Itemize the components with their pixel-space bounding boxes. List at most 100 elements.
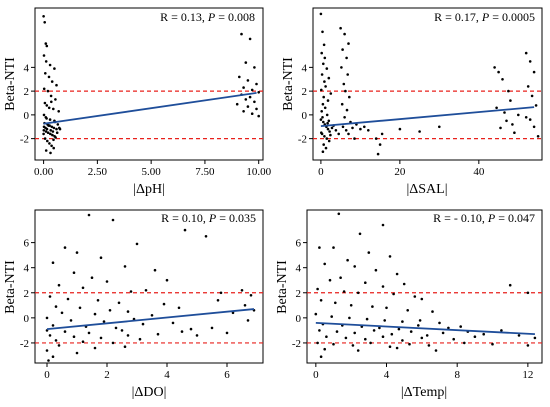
data-point — [342, 290, 346, 293]
data-point — [162, 302, 166, 306]
data-point — [57, 283, 61, 287]
data-point — [371, 305, 374, 308]
data-point — [319, 355, 323, 359]
data-point — [111, 341, 115, 345]
data-point — [330, 315, 334, 318]
data-point — [376, 152, 380, 156]
data-point — [54, 136, 57, 139]
x-tick-label: 0 — [318, 166, 324, 178]
data-point — [353, 331, 357, 335]
data-point — [111, 218, 115, 222]
data-point — [47, 359, 50, 362]
panel-delta-ph: 0.00 2.50 5.00 7.50 10.00 -2 0 2 4 R = 0.13, P =… — [3, 7, 272, 197]
data-point — [50, 80, 54, 83]
data-point — [50, 144, 53, 148]
data-point — [509, 99, 512, 102]
y-axis-label: Beta-NTI — [275, 260, 290, 314]
data-point — [250, 112, 254, 115]
data-point — [189, 327, 193, 331]
data-point — [138, 337, 142, 341]
data-point — [378, 143, 382, 146]
data-point — [363, 125, 366, 129]
data-point — [337, 212, 341, 216]
y-tick-label: -2 — [298, 134, 307, 146]
y-tick-label: 4 — [24, 62, 30, 74]
y-axis-label: Beta-NTI — [281, 57, 296, 111]
data-point — [322, 95, 326, 99]
data-point — [501, 78, 504, 81]
data-point — [390, 332, 394, 336]
data-point — [52, 146, 55, 150]
data-point — [93, 346, 97, 350]
data-point — [52, 126, 56, 130]
data-point — [240, 32, 243, 36]
data-point — [495, 106, 498, 110]
data-point — [45, 349, 49, 352]
data-point — [346, 258, 349, 262]
data-point — [210, 326, 214, 330]
data-point — [511, 123, 514, 126]
data-point — [344, 129, 348, 132]
data-point — [316, 341, 319, 345]
data-point — [409, 330, 413, 333]
regression-line-segment — [320, 106, 535, 128]
data-point — [395, 272, 399, 276]
data-point — [235, 102, 239, 106]
data-point — [330, 126, 334, 130]
data-point — [532, 70, 536, 74]
data-point — [530, 94, 534, 98]
regression-line-segment — [315, 321, 535, 336]
regression-line — [320, 106, 535, 128]
regression-line-segment — [43, 92, 257, 125]
data-point — [141, 322, 145, 326]
data-point — [406, 309, 410, 312]
data-point — [388, 255, 392, 258]
data-point — [99, 256, 103, 260]
data-point — [358, 232, 362, 236]
data-point — [392, 292, 395, 296]
data-points — [319, 12, 540, 156]
data-point — [55, 131, 59, 134]
data-point — [532, 125, 536, 129]
data-point — [42, 129, 46, 132]
data-point — [66, 297, 70, 301]
y-tick-label: 0 — [296, 313, 302, 325]
data-point — [413, 295, 417, 298]
data-point — [500, 329, 503, 332]
y-tick-label: 2 — [296, 288, 302, 300]
reference-lines — [307, 292, 542, 344]
data-point — [52, 107, 55, 111]
data-point — [242, 86, 245, 89]
data-point — [42, 132, 45, 136]
data-point — [42, 113, 46, 117]
data-point — [47, 75, 51, 79]
x-tick-label: 20 — [394, 166, 406, 178]
data-point — [320, 51, 324, 55]
data-point — [105, 280, 109, 283]
data-point — [54, 339, 58, 342]
data-point — [348, 95, 351, 99]
data-point — [408, 342, 411, 346]
panel-delta-sal: 0 20 40 -2 0 2 4 R = 0.17, P = 0.0005 |ΔSAL| B… — [281, 7, 543, 197]
y-tick-label: -2 — [292, 338, 301, 350]
data-point — [345, 56, 348, 60]
plot-frame — [34, 209, 264, 364]
y-tick-label: 2 — [302, 86, 308, 98]
data-point — [328, 278, 332, 282]
data-point — [322, 43, 326, 47]
data-point — [87, 331, 91, 335]
data-point — [322, 120, 325, 124]
data-point — [327, 119, 331, 123]
data-point — [45, 117, 48, 120]
data-point — [180, 330, 184, 333]
data-point — [248, 37, 252, 41]
data-point — [240, 289, 244, 292]
data-point — [257, 91, 261, 94]
data-point — [93, 312, 97, 316]
data-point — [395, 346, 399, 350]
data-point — [108, 309, 112, 312]
data-point — [225, 331, 229, 335]
data-point — [491, 342, 494, 346]
data-point — [90, 276, 94, 280]
data-point — [55, 127, 58, 131]
